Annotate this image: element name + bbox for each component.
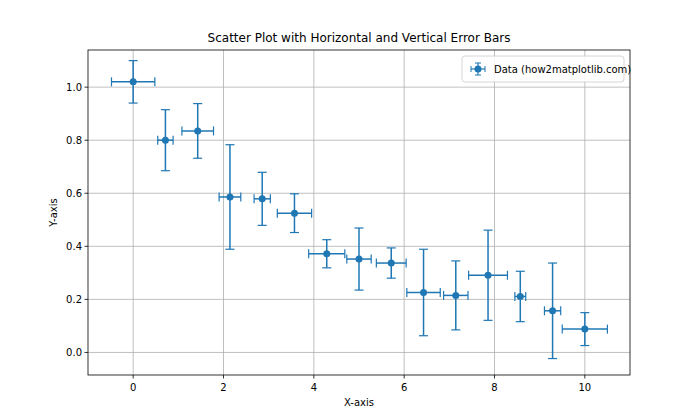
x-error-bar: [309, 249, 345, 258]
x-axis-label: X-axis: [344, 397, 374, 408]
x-error-bar: [407, 288, 440, 297]
point: [130, 78, 137, 85]
x-error-bar: [111, 77, 154, 86]
y-error-bar: [419, 249, 428, 335]
y-error-bar: [451, 261, 460, 330]
y-error-bar: [548, 263, 557, 359]
point: [194, 127, 201, 134]
point: [226, 193, 233, 200]
x-tick-label: 8: [491, 382, 497, 393]
y-tick-label: 0.0: [66, 347, 82, 358]
x-error-bar: [562, 325, 607, 334]
point: [485, 272, 492, 279]
x-error-bar: [544, 306, 560, 315]
x-grid-line: [313, 50, 314, 375]
point: [452, 292, 459, 299]
point: [549, 307, 556, 314]
x-grid-line: [404, 50, 405, 375]
x-error-bar: [515, 292, 526, 301]
y-tick: [85, 246, 89, 247]
x-tick-label: 0: [130, 382, 136, 393]
legend: Data (how2matplotlib.com): [462, 56, 631, 82]
point: [581, 326, 588, 333]
y-grid-line: [88, 193, 630, 194]
x-error-bar: [469, 271, 508, 280]
y-error-bar: [129, 61, 138, 103]
x-error-bar: [376, 259, 406, 268]
plot-frame: [88, 50, 630, 375]
x-tick-label: 2: [220, 382, 226, 393]
y-error-bar: [484, 230, 493, 320]
point: [420, 289, 427, 296]
title: Scatter Plot with Horizontal and Vertica…: [208, 31, 511, 45]
y-error-bar: [387, 248, 396, 278]
point: [356, 256, 363, 263]
x-tick: [584, 375, 585, 379]
chart: 0 2 4 6 8 10 0.0 0.2 0.4 0.6 0.8 1.0 Scatter Plot wi…: [0, 0, 700, 420]
x-tick: [133, 375, 134, 379]
y-tick: [85, 87, 89, 88]
y-tick: [85, 299, 89, 300]
y-grid-line: [88, 352, 630, 353]
point: [323, 250, 330, 257]
y-grid-line: [88, 299, 630, 300]
y-error-bar: [225, 145, 234, 250]
x-error-bar: [254, 194, 270, 203]
plot-data: [111, 61, 607, 359]
background: [0, 0, 700, 420]
axes: 0 2 4 6 8 10 0.0 0.2 0.4 0.6 0.8 1.0: [66, 82, 591, 393]
y-tick-label: 1.0: [66, 82, 82, 93]
y-error-bar: [290, 194, 299, 233]
y-tick: [85, 352, 89, 353]
y-error-bar: [161, 110, 170, 171]
y-axis-label: Y-axis: [48, 198, 59, 228]
y-error-bar: [516, 271, 525, 321]
y-tick: [85, 193, 89, 194]
x-error-bar: [158, 136, 173, 145]
x-tick-label: 10: [578, 382, 591, 393]
point: [162, 137, 169, 144]
x-error-bar: [277, 209, 311, 218]
point: [259, 195, 266, 202]
y-tick: [85, 140, 89, 141]
x-tick-label: 6: [401, 382, 407, 393]
legend-label: Data (how2matplotlib.com): [494, 64, 631, 75]
x-tick: [404, 375, 405, 379]
x-grid-line: [223, 50, 224, 375]
y-error-bar: [580, 313, 589, 346]
point: [517, 293, 524, 300]
x-error-bar: [444, 291, 468, 300]
grid: [88, 50, 630, 375]
x-error-bar: [182, 126, 214, 135]
y-tick-label: 0.2: [66, 294, 82, 305]
x-error-bar: [219, 192, 241, 201]
y-tick-label: 0.4: [66, 241, 82, 252]
x-grid-line: [133, 50, 134, 375]
y-error-bar: [258, 172, 267, 225]
y-error-bar: [322, 240, 331, 268]
x-tick: [223, 375, 224, 379]
y-grid-line: [88, 87, 630, 88]
x-error-bar: [347, 255, 371, 264]
y-error-bar: [193, 104, 202, 159]
point: [388, 260, 395, 267]
y-tick-label: 0.6: [66, 188, 82, 199]
x-tick-label: 4: [311, 382, 317, 393]
x-tick: [494, 375, 495, 379]
legend-marker: [471, 63, 485, 75]
y-error-bar: [355, 228, 364, 290]
y-tick-label: 0.8: [66, 135, 82, 146]
x-grid-line: [494, 50, 495, 375]
x-tick: [313, 375, 314, 379]
point: [291, 210, 298, 217]
y-grid-line: [88, 140, 630, 141]
series: [111, 61, 607, 359]
